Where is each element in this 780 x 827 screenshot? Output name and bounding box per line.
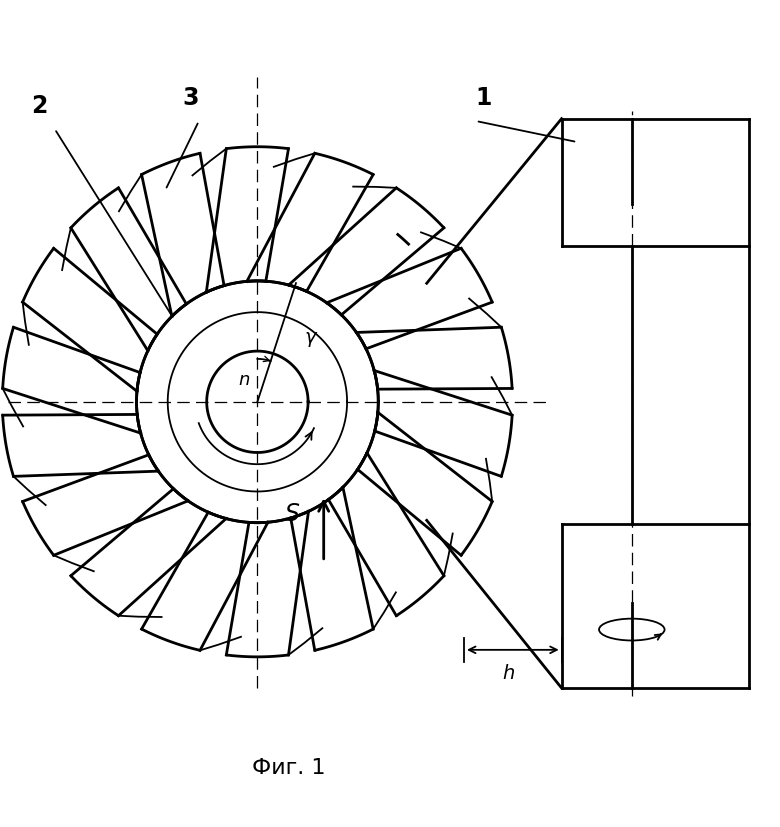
Text: 2: 2	[31, 94, 47, 118]
Text: Фиг. 1: Фиг. 1	[252, 758, 325, 778]
Text: $S$: $S$	[284, 502, 300, 526]
Text: 1: 1	[476, 86, 491, 110]
Text: 3: 3	[183, 86, 200, 110]
Text: $n$: $n$	[238, 370, 250, 389]
Text: $h$: $h$	[502, 664, 516, 683]
Text: $\gamma$: $\gamma$	[304, 330, 318, 349]
